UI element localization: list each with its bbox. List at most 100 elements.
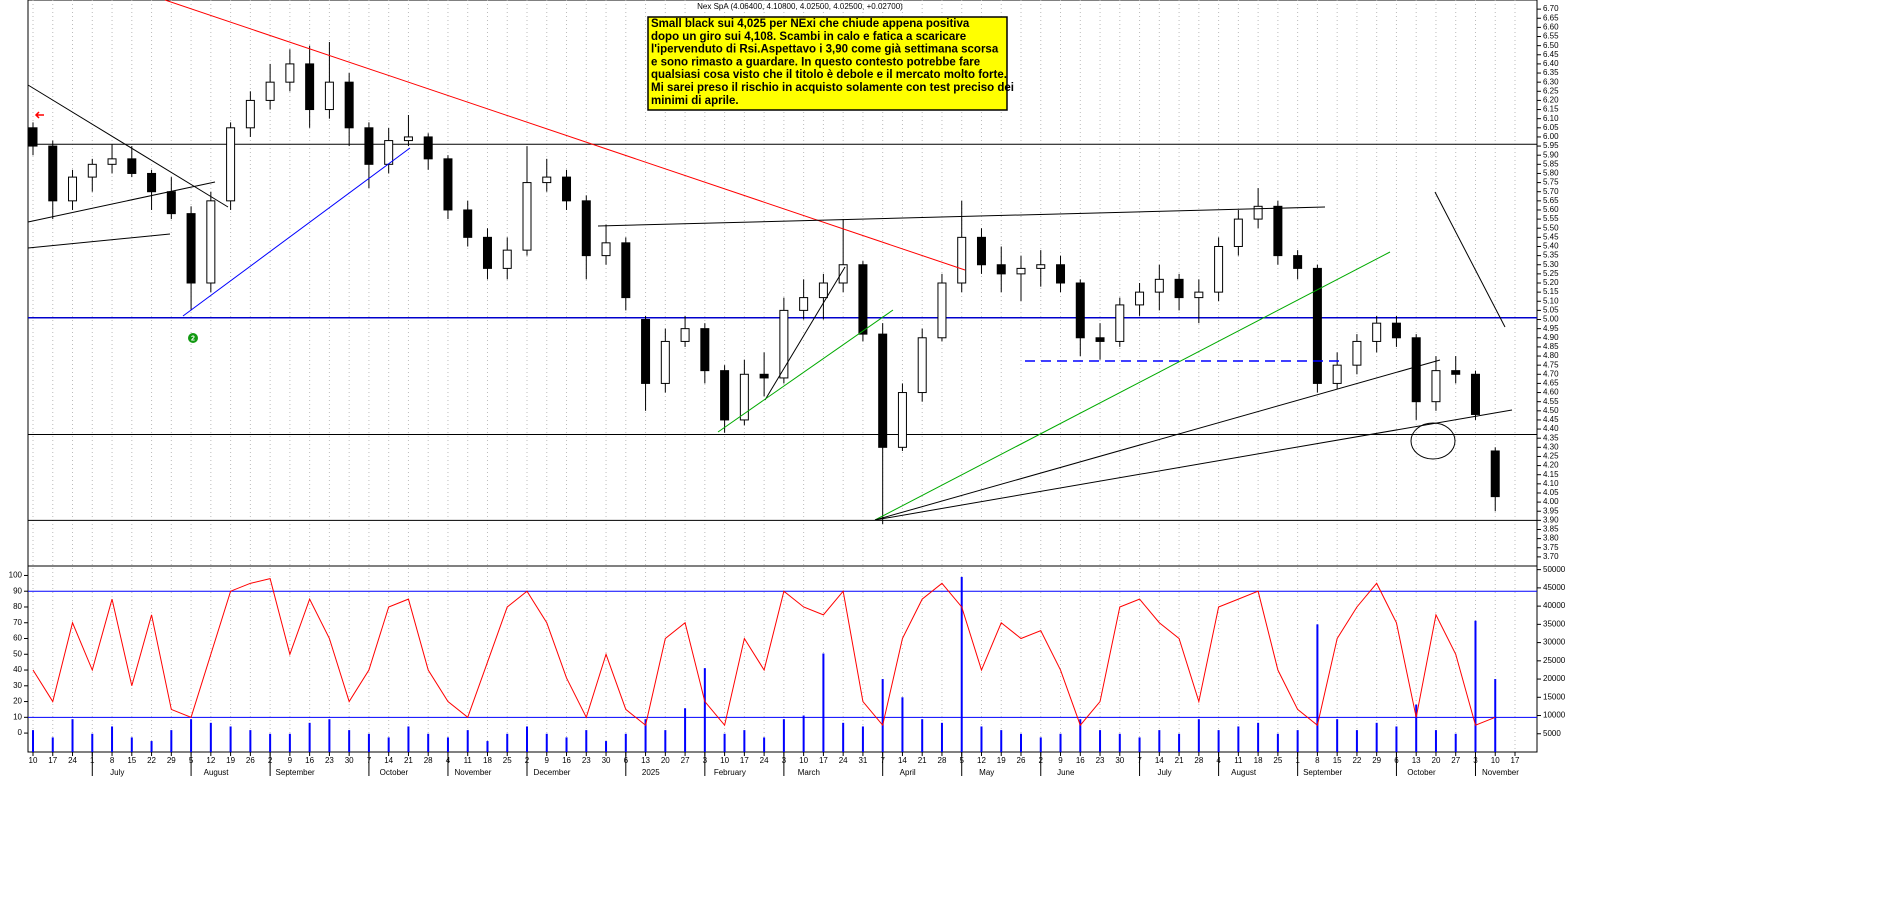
x-tick-label: 20	[1432, 756, 1441, 765]
x-tick-label: 24	[68, 756, 77, 765]
volume-tick-label: 25000	[1543, 656, 1566, 665]
trendline	[27, 233, 171, 249]
x-tick-label: 14	[898, 756, 907, 765]
x-tick-label: 26	[1017, 756, 1026, 765]
month-label: November	[455, 768, 492, 777]
trendline	[1434, 191, 1506, 328]
volume-tick-label: 45000	[1543, 583, 1566, 592]
x-tick-label: 10	[1491, 756, 1500, 765]
y-tick-label: 5.15	[1543, 287, 1559, 296]
candle-body	[759, 373, 769, 379]
candle-body	[957, 236, 967, 284]
candle-body	[996, 264, 1006, 275]
candle-body	[463, 209, 473, 238]
candle-body	[1135, 291, 1145, 306]
x-tick-label: 23	[1096, 756, 1105, 765]
x-tick-label: 10	[799, 756, 808, 765]
volume-bar	[1474, 620, 1477, 752]
y-tick-label: 6.05	[1543, 123, 1559, 132]
marks	[28, 41, 1537, 752]
x-tick-label: 26	[246, 756, 255, 765]
volume-bar	[150, 741, 153, 752]
volume-bar	[367, 733, 370, 752]
y-tick-label: 5.25	[1543, 269, 1559, 278]
candle-body	[562, 176, 572, 202]
month-label: August	[204, 768, 230, 777]
y-tick-label: 5.90	[1543, 150, 1559, 159]
volume-bar	[1375, 722, 1378, 752]
y-tick-label: 5.70	[1543, 187, 1559, 196]
volume-bar	[91, 733, 94, 752]
highlight-ellipse	[1410, 422, 1456, 460]
note-line: minimi di aprile.	[651, 95, 739, 107]
y-tick-label: 5.75	[1543, 178, 1559, 187]
candle-body	[878, 333, 888, 448]
trendlines	[27, 0, 1513, 521]
candle-body	[799, 297, 809, 311]
y-tick-label: 5.80	[1543, 169, 1559, 178]
y-tick-label: 3.85	[1543, 525, 1559, 534]
candle-body	[1391, 322, 1401, 339]
volume-bar	[1494, 679, 1497, 752]
candle-body	[1174, 278, 1184, 299]
volume-bar	[921, 719, 924, 752]
volume-bar	[861, 726, 864, 752]
x-tick-label: 27	[681, 756, 690, 765]
y-tick-label: 5.35	[1543, 251, 1559, 260]
oscillator-frame	[27, 565, 1538, 753]
candle-body	[1352, 340, 1362, 366]
candle-body	[107, 158, 117, 165]
volume-bar	[269, 733, 272, 752]
volume-bar	[190, 719, 193, 752]
x-tick-label: 25	[503, 756, 512, 765]
y-tick-label: 4.55	[1543, 397, 1559, 406]
month-label: September	[276, 768, 315, 777]
volume-bar	[960, 576, 963, 752]
candle-body	[1411, 337, 1421, 403]
note-line: dopo un giro sui 4,108. Scambi in calo e…	[651, 31, 966, 43]
candle-body	[226, 127, 236, 202]
candle-body	[680, 328, 690, 342]
candle-body	[1312, 267, 1322, 384]
month-label: December	[534, 768, 571, 777]
y-tick-label: 3.90	[1543, 515, 1559, 524]
candle-body	[245, 99, 255, 129]
candle-body	[1273, 205, 1283, 257]
x-tick-label: 9	[288, 756, 293, 765]
y-tick-label: 4.50	[1543, 406, 1559, 415]
candle-body	[265, 81, 275, 101]
y-tick-label: 5.60	[1543, 205, 1559, 214]
rsi-tick-label: 100	[9, 571, 23, 580]
rsi-tick-label: 80	[13, 602, 22, 611]
candle-body	[1490, 450, 1500, 498]
y-tick-label: 6.60	[1543, 22, 1559, 31]
volume-bar	[940, 722, 943, 752]
y-tick-label: 5.65	[1543, 196, 1559, 205]
candle-body	[1372, 322, 1382, 342]
candle-body	[1451, 370, 1461, 375]
volume-bar	[407, 726, 410, 752]
x-tick-label: 18	[1254, 756, 1263, 765]
candle-body	[1233, 218, 1243, 247]
y-tick-label: 4.20	[1543, 461, 1559, 470]
marker-label: 2	[191, 335, 195, 342]
volume-bar	[1178, 733, 1181, 752]
volume-bar	[842, 722, 845, 752]
rsi-tick-label: 60	[13, 634, 22, 643]
x-tick-label: 13	[1412, 756, 1421, 765]
x-tick-label: 17	[740, 756, 749, 765]
candle-body	[641, 319, 651, 384]
candle-body	[1075, 282, 1085, 339]
volume-bar	[526, 726, 528, 752]
candle-body	[87, 163, 97, 178]
arrow	[34, 111, 44, 119]
rsi-tick-label: 20	[13, 697, 22, 706]
rsi-tick-label: 90	[13, 586, 22, 595]
volume-bar	[32, 730, 34, 752]
month-label: August	[1231, 768, 1257, 777]
x-tick-label: 12	[977, 756, 986, 765]
volume-bar	[1138, 737, 1141, 752]
x-tick-label: 10	[29, 756, 38, 765]
x-tick-label: 24	[839, 756, 848, 765]
x-tick-label: 16	[305, 756, 314, 765]
